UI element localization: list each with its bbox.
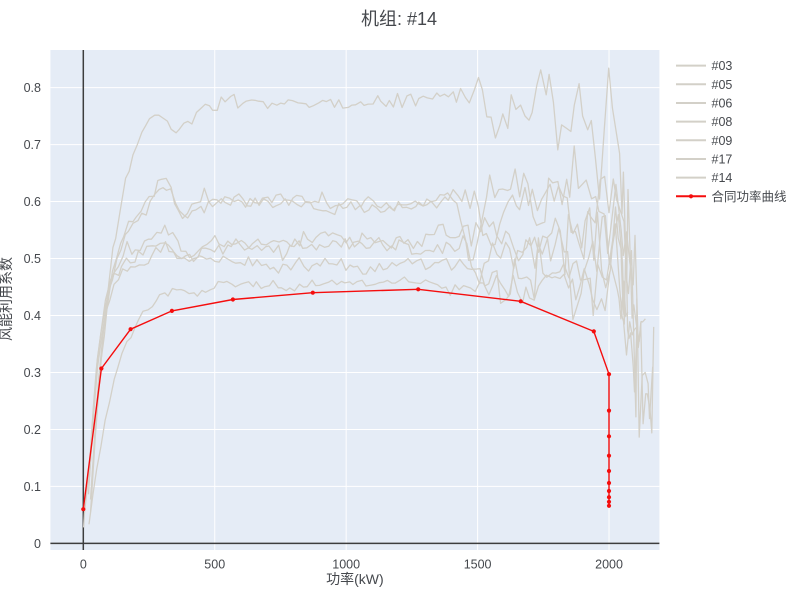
legend-label: #14 (712, 171, 733, 185)
x-tick-label-1500: 1500 (464, 558, 492, 572)
y-axis-title: 风能利用系数 (0, 257, 14, 341)
legend-item-14[interactable]: #14 (676, 171, 732, 185)
y-tick-label-0.7: 0.7 (24, 138, 41, 152)
contract-curve-marker (606, 372, 612, 377)
contract-curve-marker (606, 434, 612, 439)
legend-item-06[interactable]: #06 (676, 96, 732, 110)
contract-curve-marker (606, 499, 612, 504)
contract-curve-marker (81, 507, 86, 512)
legend-label: #17 (712, 152, 733, 166)
legend-item-03[interactable]: #03 (676, 59, 732, 73)
contract-curve (81, 287, 612, 512)
unit-curve-06 (91, 175, 655, 482)
y-tick-label-0: 0 (34, 537, 41, 551)
legend-sample-marker (688, 194, 694, 199)
x-axis-title: 功率(kW) (326, 571, 384, 587)
contract-curve-marker (606, 488, 612, 494)
legend-item-09[interactable]: #09 (676, 134, 732, 148)
unit-curve-03 (89, 67, 638, 512)
legend: #03 #05 #06 #08 #09 #17 #14 合同功率曲线 (676, 59, 787, 204)
contract-curve-marker (416, 287, 421, 292)
contract-curve-marker (518, 299, 523, 304)
legend-item-08[interactable]: #08 (676, 115, 732, 129)
y-tick-label-0.5: 0.5 (24, 252, 41, 266)
y-tick-label-0.6: 0.6 (24, 195, 41, 209)
contract-curve-marker (606, 503, 612, 508)
x-tick-label-2000: 2000 (595, 558, 623, 572)
legend-label: #06 (712, 96, 733, 110)
contract-curve-marker (310, 290, 315, 295)
contract-curve-marker (128, 327, 133, 332)
unit-curve-17 (88, 223, 639, 478)
legend-label: #09 (712, 134, 733, 148)
x-tick-labels: 0 500 1000 1500 2000 (80, 558, 623, 572)
x-tick-label-1000: 1000 (332, 558, 360, 572)
contract-curve-marker (606, 468, 612, 474)
legend-item-17[interactable]: #17 (676, 152, 732, 166)
x-tick-label-0: 0 (80, 558, 87, 572)
contract-curve-marker (99, 366, 104, 371)
legend-item-contract[interactable]: 合同功率曲线 (676, 189, 787, 204)
y-tick-label-0.4: 0.4 (24, 309, 41, 323)
legend-item-05[interactable]: #05 (676, 78, 732, 92)
x-tick-label-500: 500 (204, 558, 225, 572)
plot-area[interactable] (50, 50, 660, 550)
y-tick-label-0.2: 0.2 (24, 423, 41, 437)
contract-curve-marker (606, 480, 612, 486)
legend-label: #03 (712, 59, 733, 73)
gridlines (50, 50, 660, 550)
unit-curve-08 (87, 206, 629, 495)
unit-curve-14 (88, 263, 627, 525)
y-tick-label-0.1: 0.1 (24, 480, 41, 494)
legend-label: #08 (712, 115, 733, 129)
legend-label: #05 (712, 78, 733, 92)
contract-curve-marker (606, 495, 612, 500)
legend-label: 合同功率曲线 (712, 189, 788, 204)
y-tick-labels: 0 0.1 0.2 0.3 0.4 0.5 0.6 0.7 0.8 (24, 81, 41, 551)
contract-curve-marker (230, 297, 235, 302)
contract-curve-marker (606, 408, 612, 413)
unit-curve-09 (82, 214, 654, 528)
unit-curves (82, 67, 655, 528)
contract-curve-marker (169, 308, 174, 313)
y-tick-label-0.8: 0.8 (24, 81, 41, 95)
contract-curve-marker (591, 329, 596, 334)
contract-curve-marker (606, 453, 612, 458)
figure-title: 机组: #14 (361, 9, 437, 29)
y-tick-label-0.3: 0.3 (24, 366, 41, 380)
